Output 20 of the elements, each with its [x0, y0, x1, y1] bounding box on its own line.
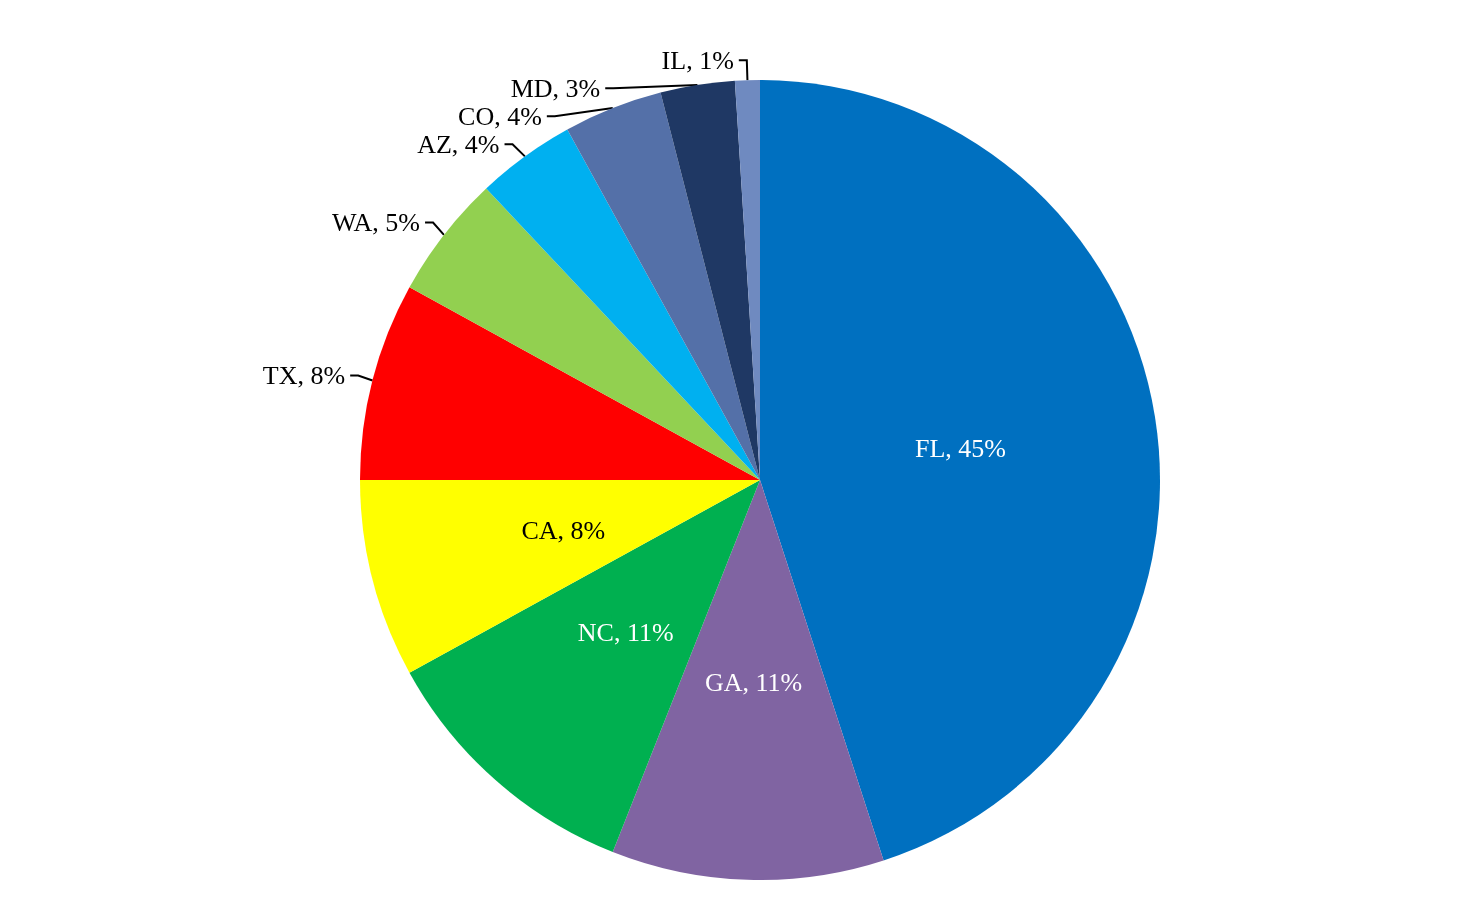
data-label: , 1%	[686, 45, 734, 75]
data-label: , 45%	[945, 433, 1007, 463]
slice-label: GA	[705, 668, 743, 698]
slice-label: IL	[661, 45, 687, 75]
data-label: , 5%	[372, 208, 421, 238]
slice-label: CA	[521, 515, 558, 545]
slice-label: TX	[262, 361, 298, 391]
data-label: , 3%	[552, 73, 601, 103]
slice-label: FL	[915, 433, 946, 463]
slice-label: CO	[458, 101, 495, 131]
data-label: , 11%	[613, 617, 674, 647]
data-label: , 4%	[451, 129, 500, 159]
slice-label: MD	[510, 73, 553, 103]
slice-label: WA	[331, 208, 373, 238]
data-label: , 4%	[494, 101, 542, 131]
data-label: , 8%	[297, 361, 346, 391]
data-label: , 8%	[557, 515, 606, 545]
slice-label: AZ	[417, 129, 452, 159]
slice-label: NC	[577, 617, 614, 647]
data-label: , 11%	[742, 668, 803, 698]
